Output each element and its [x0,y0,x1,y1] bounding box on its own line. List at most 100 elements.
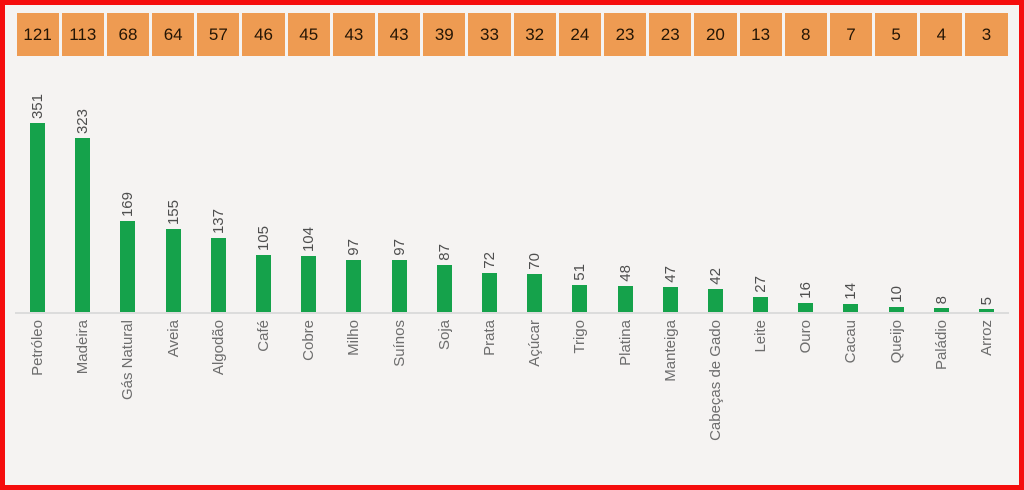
header-cell: 32 [513,13,556,56]
x-axis-labels: Petróleo Madeira Gás Natural Aveia Algodão Ca… [15,320,1009,475]
header-cell: 7 [829,13,873,56]
bar [527,274,543,312]
x-axis-label-cell: Cabeças de Gado [693,320,738,441]
header-cell: 23 [603,13,647,56]
bar-column: 351 [15,94,60,312]
x-axis-label: Queijo [887,320,905,364]
x-axis-label: Arroz [978,320,996,356]
bar-column: 27 [738,276,783,312]
x-axis-label-cell: Milho [331,320,376,356]
header-cell: 24 [558,13,601,56]
bar-column: 97 [331,239,376,312]
x-axis-label-cell: Aveia [151,320,196,357]
x-axis-label-cell: Açúcar [512,320,557,367]
x-axis-label-cell: Cacau [828,320,873,363]
bar-value-label: 351 [29,93,47,119]
bar-column: 87 [422,244,467,312]
x-axis-label-cell: Arroz [964,320,1009,356]
x-axis-label: Milho [345,320,363,356]
x-axis-label: Prata [480,320,498,356]
x-axis-label: Manteiga [661,320,679,382]
bar-value-label: 47 [661,266,679,283]
bar-value-label: 97 [345,239,363,256]
bar [210,238,226,312]
bar-column: 10 [874,286,919,312]
bar-value-label: 70 [526,253,544,270]
header-cell: 45 [287,13,330,56]
bar [346,260,362,312]
bar-value-label: 137 [209,208,227,234]
bar [798,303,814,312]
x-axis-label: Leite [752,320,770,353]
bar-column: 14 [828,283,873,312]
header-cell: 113 [61,13,104,56]
bar-column: 47 [648,266,693,312]
bar-value-label: 104 [300,226,318,252]
bar [481,273,497,312]
bar-column: 323 [60,109,105,312]
x-axis-label-cell: Cobre [286,320,331,361]
x-axis-label-cell: Gás Natural [105,320,150,400]
header-cell: 39 [423,13,466,56]
bar [933,308,949,312]
x-axis-label-cell: Suínos [377,320,422,367]
x-axis-line [15,312,1009,314]
x-axis-label: Soja [435,320,453,351]
bar-value-label: 87 [435,244,453,261]
bar-value-label: 323 [74,108,92,134]
x-axis-label-cell: Soja [422,320,467,350]
bar-value-label: 14 [842,283,860,300]
header-cell: 13 [739,13,782,56]
x-axis-label-cell: Queijo [874,320,919,363]
x-axis-label-cell: Prata [467,320,512,356]
x-axis-label-cell: Platina [602,320,647,366]
x-axis-label: Cacau [842,320,860,364]
bar [753,297,769,312]
x-axis-label: Cobre [300,320,318,361]
header-cell: 57 [197,13,240,56]
bar-value-label: 10 [887,286,905,303]
bar [301,256,317,312]
bar-column: 70 [512,253,557,312]
x-axis-label-cell: Manteiga [648,320,693,382]
bar-column: 155 [151,200,196,312]
bar-value-label: 42 [706,268,724,285]
bar-column: 51 [557,264,602,312]
bar-column: 5 [964,297,1009,312]
bar [75,138,91,312]
header-cell: 33 [468,13,511,56]
header-cell: 8 [784,13,827,56]
x-axis-label: Trigo [571,320,589,354]
x-axis-label: Algodão [209,320,227,376]
bar-value-label: 48 [616,265,634,282]
bar [120,221,136,312]
x-axis-label: Madeira [74,320,92,375]
bar [843,304,859,312]
bar [30,123,46,312]
header-cell: 68 [106,13,150,56]
bar-value-label: 155 [164,199,182,225]
x-axis-label: Suínos [390,320,408,367]
bar [572,285,588,312]
bar [617,286,633,312]
x-axis-label-cell: Algodão [196,320,241,375]
bar-value-label: 27 [752,276,770,293]
header-cell: 43 [378,13,421,56]
bar-value-label: 8 [932,295,950,304]
bar [436,265,452,312]
bar [662,287,678,312]
top-values-band: 121 113 68 64 57 46 45 43 43 39 33 32 24 23 23 20 13 8 7 5 4… [15,13,1009,56]
header-cell: 46 [242,13,285,56]
header-cell: 43 [332,13,375,56]
x-axis-label: Platina [616,320,634,366]
bar [256,255,272,312]
x-axis-label-cell: Ouro [783,320,828,353]
bar-value-label: 97 [390,239,408,256]
x-axis-label: Aveia [164,320,182,358]
header-cell: 20 [694,13,737,56]
bar-column: 97 [377,239,422,312]
bar [979,309,995,312]
x-axis-label: Ouro [797,320,815,354]
x-axis-label: Paládio [932,320,950,371]
x-axis-label-cell: Trigo [557,320,602,354]
